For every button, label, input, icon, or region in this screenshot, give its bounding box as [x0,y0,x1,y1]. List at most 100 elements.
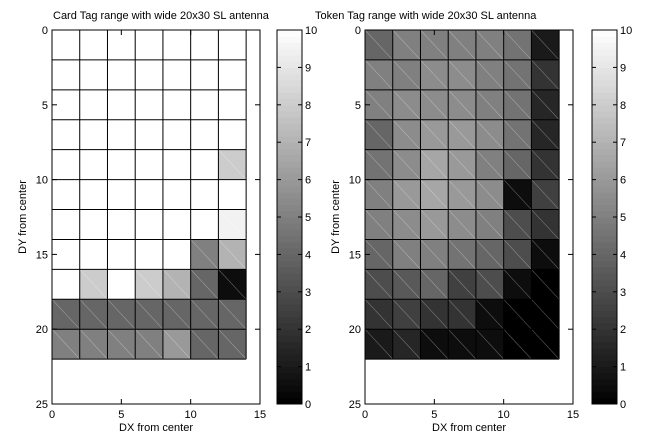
heatmap-panel-2: Token Tag range with wide 20x30 SL anten… [315,10,632,434]
y-tick-label: 25 [349,399,361,411]
colorbar-segment [592,180,617,187]
colorbar-segment [277,223,302,230]
colorbar-segment [277,55,302,62]
colorbar-segment [277,335,302,342]
colorbar-segment [277,67,302,74]
colorbar-segment [277,130,302,137]
colorbar-segment [277,398,302,405]
colorbar-segment [277,105,302,112]
colorbar-segment [277,236,302,243]
colorbar-segment [592,229,617,236]
colorbar-segment [592,304,617,311]
y-tick-label: 10 [36,175,48,187]
colorbar-segment [592,117,617,124]
colorbar-segment [277,379,302,386]
colorbar-segment [277,42,302,49]
colorbar-tick-label: 3 [620,287,626,299]
colorbar-tick-label: 7 [305,137,311,149]
colorbar-segment [277,267,302,274]
colorbar-segment [592,261,617,268]
colorbar-segment [592,354,617,361]
colorbar-segment [592,267,617,274]
y-tick-label: 20 [36,324,48,336]
y-tick-label: 10 [349,175,361,187]
colorbar-segment [592,198,617,205]
colorbar-segment [592,323,617,330]
colorbar-tick-label: 7 [620,137,626,149]
colorbar-segment [277,261,302,268]
x-tick-label: 10 [185,409,197,421]
colorbar-tick-label: 4 [305,249,311,261]
colorbar-segment [277,392,302,399]
colorbar-segment [277,111,302,118]
colorbar-segment [277,86,302,93]
colorbar-tick-label: 2 [305,324,311,336]
colorbar-segment [277,192,302,199]
colorbar-segment [277,348,302,355]
colorbar-tick-label: 5 [305,212,311,224]
colorbar-segment [277,248,302,255]
y-axis-label: DY from center [17,180,29,254]
colorbar-segment [277,155,302,162]
colorbar-segment [592,105,617,112]
colorbar-segment [592,192,617,199]
colorbar-segment [277,36,302,43]
heatmap-panel-1: Card Tag range with wide 20x30 SL antenn… [17,10,317,434]
colorbar-segment [592,286,617,293]
colorbar-segment [592,360,617,367]
colorbar-segment [592,186,617,193]
colorbar-segment [277,298,302,305]
colorbar-tick-label: 3 [305,287,311,299]
colorbar-segment [277,61,302,68]
colorbar-segment [277,167,302,174]
colorbar-segment [592,136,617,143]
colorbar-segment [277,273,302,280]
colorbar-tick-label: 8 [620,100,626,112]
colorbar-segment [592,61,617,68]
colorbar-tick-label: 8 [305,100,311,112]
colorbar-segment [277,385,302,392]
colorbar-segment [277,99,302,106]
colorbar-tick-label: 6 [620,175,626,187]
colorbar-segment [277,49,302,56]
colorbar-segment [277,117,302,124]
colorbar-segment [592,248,617,255]
colorbar-segment [592,298,617,305]
colorbar-segment [592,211,617,218]
colorbar-segment [277,211,302,218]
colorbar-segment [277,286,302,293]
colorbar-segment [277,242,302,249]
colorbar-segment [592,292,617,299]
colorbar-segment [592,92,617,99]
colorbar-segment [592,49,617,56]
y-tick-label: 0 [42,25,48,37]
y-tick-label: 20 [349,324,361,336]
colorbar-tick-label: 1 [620,362,626,374]
colorbar-segment [592,254,617,261]
y-tick-label: 5 [42,100,48,112]
colorbar-segment [277,186,302,193]
colorbar-tick-label: 10 [305,25,317,37]
colorbar-segment [277,74,302,81]
colorbar-segment [592,155,617,162]
colorbar-segment [592,55,617,62]
colorbar-segment [592,367,617,374]
colorbar-tick-label: 6 [305,175,311,187]
colorbar-segment [592,167,617,174]
colorbar-tick-label: 5 [620,212,626,224]
colorbar-segment [277,142,302,149]
colorbar-tick-label: 0 [620,399,626,411]
colorbar-segment [592,148,617,155]
colorbar-segment [277,329,302,336]
colorbar-segment [277,311,302,318]
y-tick-label: 5 [355,100,361,112]
colorbar-segment [277,198,302,205]
colorbar-segment [592,379,617,386]
colorbar-tick-label: 1 [305,362,311,374]
colorbar-segment [592,317,617,324]
colorbar-segment [592,348,617,355]
y-tick-label: 15 [36,249,48,261]
colorbar: 0 1 2 3 4 5 6 7 8 9 10 [277,25,317,411]
colorbar-tick-label: 10 [620,25,632,37]
